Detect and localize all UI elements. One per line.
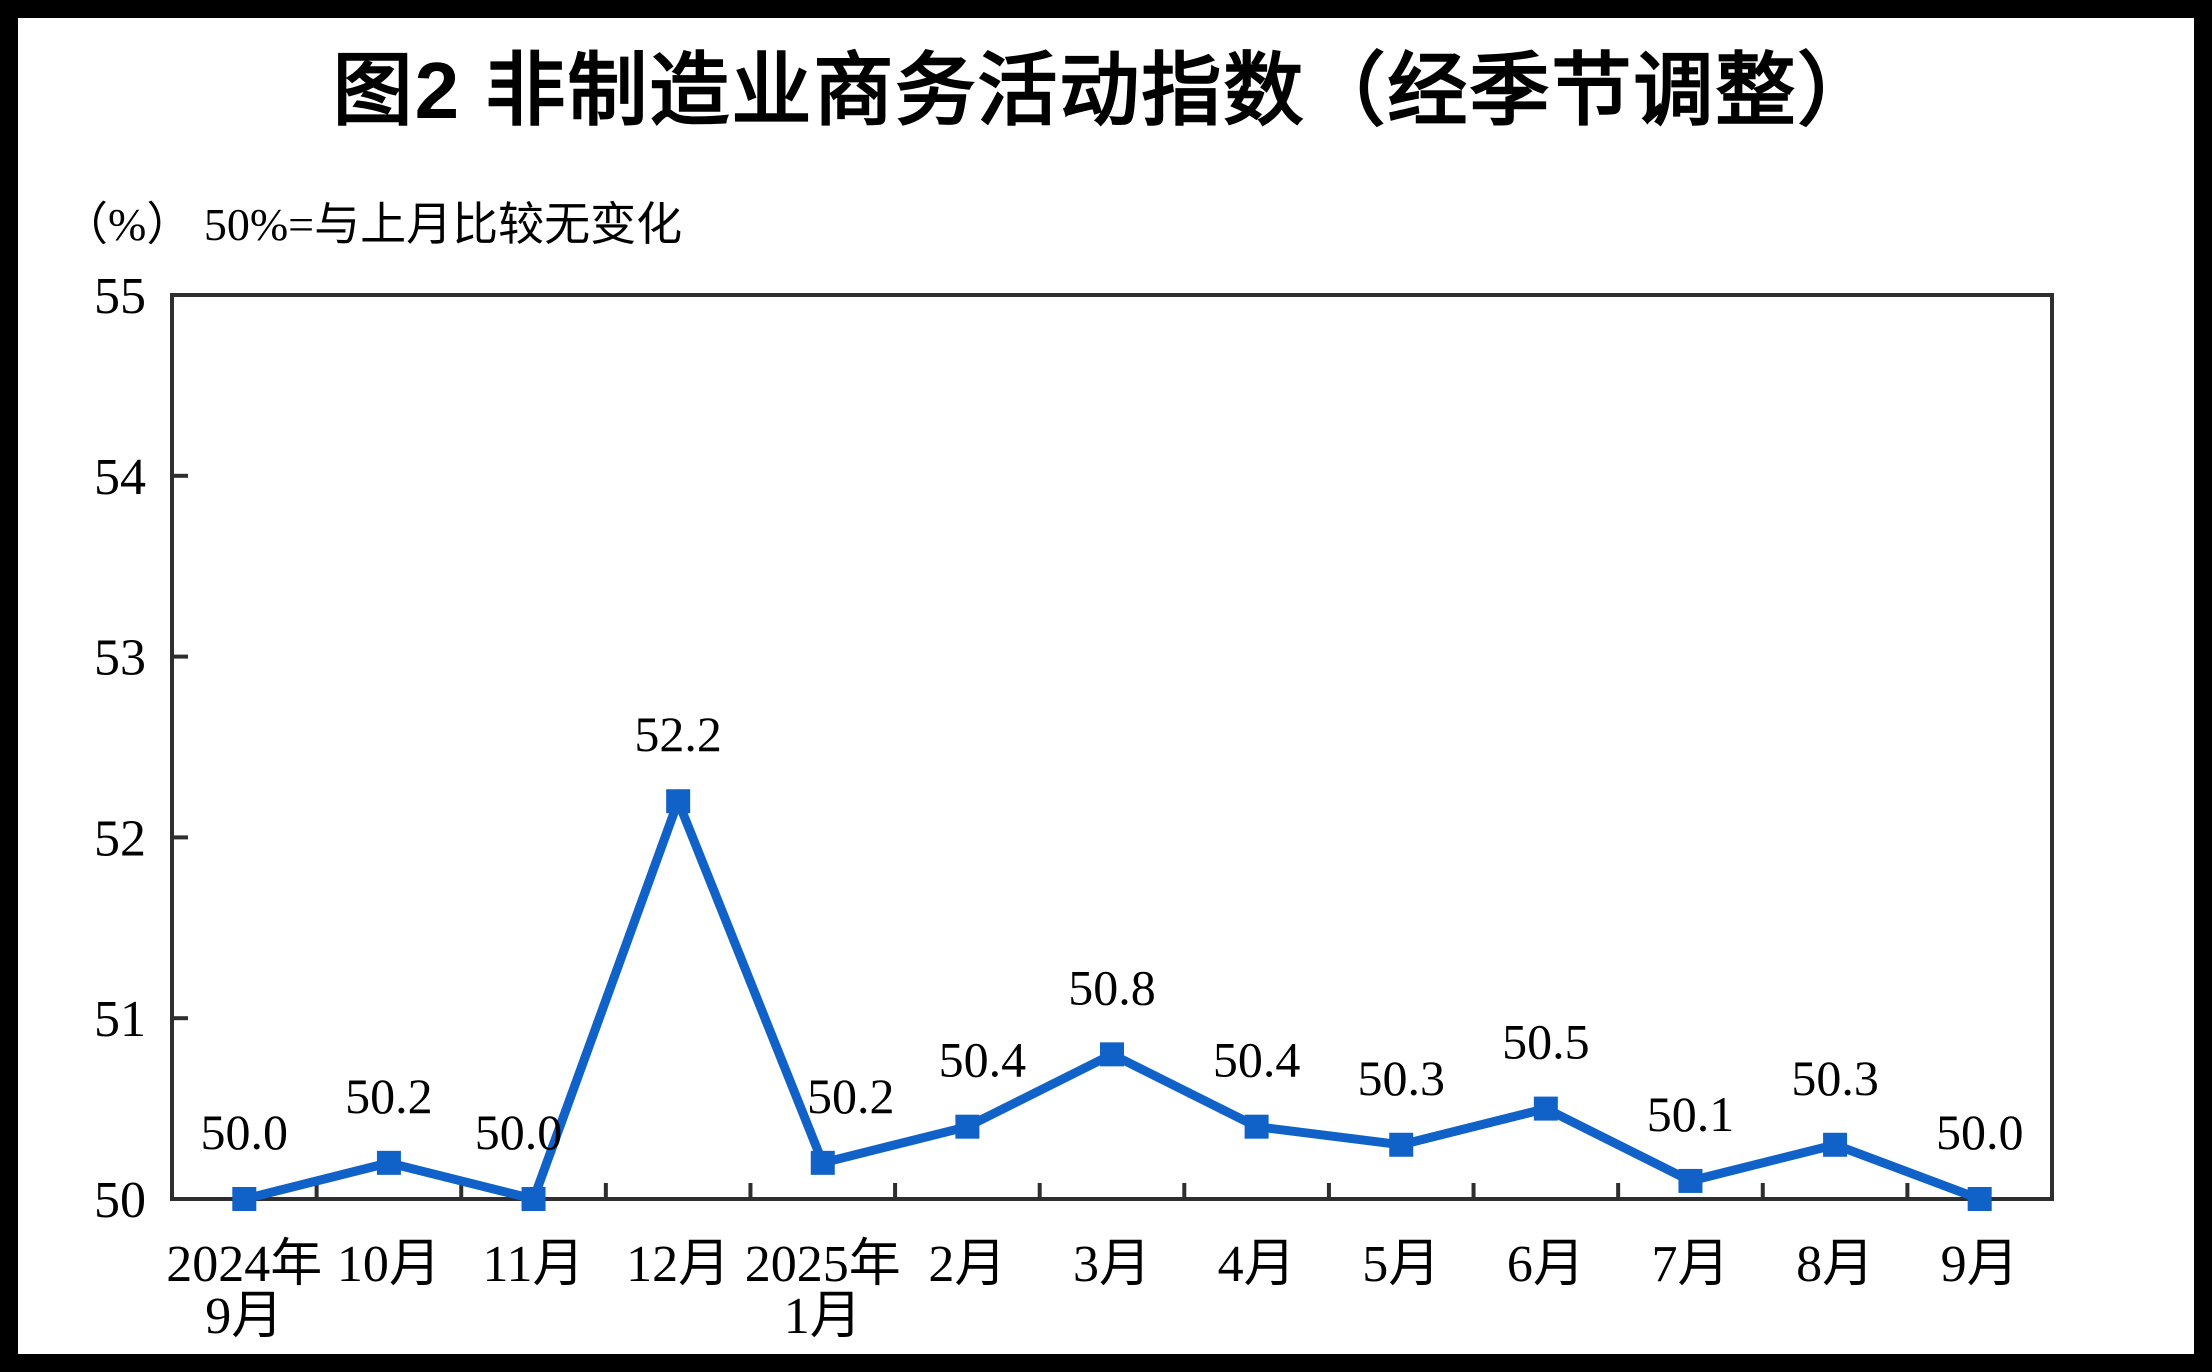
data-point-marker (1533, 1096, 1558, 1121)
data-point-label: 50.3 (1791, 1050, 1879, 1106)
data-point-marker (666, 789, 691, 814)
data-point-marker (1100, 1042, 1124, 1067)
axis-unit-note: （%） 50%=与上月比较无变化 (62, 199, 683, 250)
data-point-marker (810, 1150, 835, 1175)
data-point-label: 50.3 (1357, 1050, 1445, 1106)
y-axis-label: 51 (94, 991, 146, 1048)
plot-area-border (170, 293, 2054, 1201)
data-point-marker (1244, 1114, 1269, 1139)
data-point-label: 50.5 (1502, 1014, 1590, 1070)
chart-title: 图2 非制造业商务活动指数（经季节调整） (332, 46, 1880, 135)
data-point-label: 50.2 (807, 1068, 895, 1124)
y-axis-label: 54 (94, 449, 146, 506)
x-axis-label: 4月 (1218, 1236, 1296, 1293)
data-point-label: 50.0 (475, 1104, 563, 1160)
data-point-label: 50.8 (1068, 959, 1156, 1015)
data-point-marker (1389, 1132, 1414, 1157)
data-point-label: 50.4 (939, 1032, 1027, 1088)
data-point-label: 50.4 (1213, 1032, 1301, 1088)
x-axis-label: 3月 (1073, 1236, 1151, 1293)
data-point-marker (232, 1187, 257, 1211)
x-axis-label: 9月 (205, 1288, 283, 1345)
x-axis-label: 8月 (1796, 1236, 1874, 1293)
x-axis-label: 5月 (1362, 1236, 1440, 1293)
data-point-label: 50.0 (201, 1104, 289, 1160)
x-axis-label: 11月 (482, 1236, 584, 1293)
x-axis-label: 7月 (1651, 1236, 1729, 1293)
x-axis-label: 6月 (1507, 1236, 1585, 1293)
x-axis-label: 12月 (626, 1236, 730, 1293)
data-point-marker (1823, 1132, 1848, 1157)
data-point-label: 50.1 (1647, 1086, 1735, 1142)
y-axis-label: 55 (94, 268, 146, 325)
data-point-marker (1967, 1187, 1992, 1211)
data-point-label: 52.2 (634, 706, 722, 762)
data-point-label: 50.0 (1936, 1104, 2024, 1160)
x-axis-label: 10月 (337, 1236, 441, 1293)
data-point-marker (376, 1150, 401, 1175)
x-axis-label: 9月 (1941, 1236, 2019, 1293)
x-axis-label: 2月 (928, 1236, 1006, 1293)
x-axis-label: 2025年 (745, 1236, 901, 1293)
x-axis-label: 1月 (784, 1288, 862, 1345)
data-point-marker (1678, 1168, 1703, 1193)
data-point-label: 50.2 (345, 1068, 433, 1124)
x-axis-label: 2024年 (166, 1236, 322, 1293)
y-axis-label: 52 (94, 810, 146, 867)
data-point-marker (955, 1114, 980, 1139)
y-axis-label: 50 (94, 1172, 146, 1229)
y-axis-label: 53 (94, 630, 146, 687)
data-point-marker (521, 1187, 546, 1211)
